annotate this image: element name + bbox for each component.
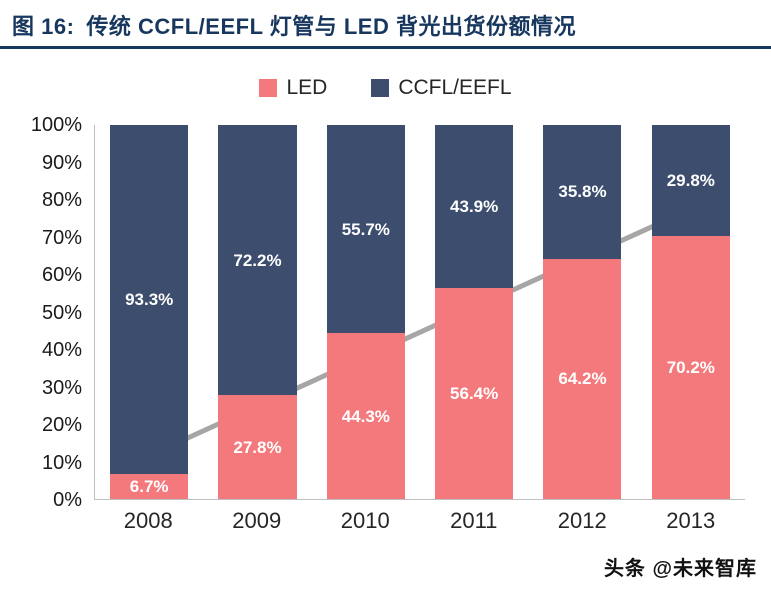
bar-segment-ccfl-eefl-2012: 35.8%	[543, 125, 622, 259]
bar-value-label-ccfl-eefl-2009: 72.2%	[233, 250, 282, 270]
x-axis-label-2009: 2009	[232, 508, 282, 533]
bar-segment-led-2008: 6.7%	[110, 473, 189, 499]
bar-column-2009: 27.8% 72.2%	[203, 125, 311, 499]
x-axis-label-2010: 2010	[340, 508, 390, 533]
watermark: 头条 @未来智库	[603, 558, 757, 580]
title-divider	[0, 46, 771, 49]
stacked-bar-2008: 6.7% 93.3%	[110, 125, 189, 499]
x-axis-spacer	[14, 508, 94, 534]
bar-segment-ccfl-eefl-2009: 72.2%	[218, 125, 297, 396]
stacked-bar-2012: 64.2% 35.8%	[543, 125, 622, 499]
bar-value-label-led-2013: 70.2%	[666, 358, 715, 378]
y-axis-tick-100: 100%	[30, 114, 82, 136]
y-axis-tick-50: 50%	[41, 301, 82, 324]
bar-value-label-led-2008: 6.7%	[129, 476, 169, 496]
x-axis: 2008 2009 2010 2011 2012 2013	[94, 508, 745, 534]
page-title: 传统 CCFL/EEFL 灯管与 LED 背光出货份额情况	[86, 14, 576, 39]
bar-value-label-ccfl-eefl-2011: 43.9%	[450, 197, 499, 217]
figure-header: 图 16: 传统 CCFL/EEFL 灯管与 LED 背光出货份额情况	[0, 0, 771, 46]
y-axis-tick-60: 60%	[41, 264, 82, 286]
bar-segment-ccfl-eefl-2010: 55.7%	[326, 125, 405, 334]
bar-column-2013: 70.2% 29.8%	[637, 125, 745, 499]
legend-label: CCFL/EEFL	[398, 76, 512, 99]
chart-legend: LED CCFL/EEFL	[0, 75, 771, 101]
bar-column-2010: 44.3% 55.7%	[312, 125, 420, 499]
bar-segment-led-2010: 44.3%	[326, 333, 405, 499]
legend-swatch-led	[259, 79, 278, 97]
bar-value-label-ccfl-eefl-2008: 93.3%	[125, 289, 174, 309]
y-axis-tick-0: 0%	[53, 489, 82, 511]
bar-segment-ccfl-eefl-2011: 43.9%	[435, 125, 514, 289]
y-axis-tick-20: 20%	[41, 414, 82, 436]
x-axis-row: 2008 2009 2010 2011 2012 2013	[0, 508, 771, 534]
figure-number: 图 16:	[12, 14, 75, 39]
bar-value-label-ccfl-eefl-2010: 55.7%	[341, 219, 390, 239]
bar-segment-led-2009: 27.8%	[218, 395, 297, 499]
stacked-bar-2011: 56.4% 43.9%	[435, 125, 514, 499]
stacked-bar-2010: 44.3% 55.7%	[326, 125, 405, 499]
bar-segment-led-2011: 56.4%	[435, 288, 514, 499]
legend-swatch-ccfl-eefl	[371, 79, 390, 97]
plot-area: 6.7% 93.3% 27.8% 72.2% 44.3% 55.7% 56.4% 43.9% 6…	[94, 125, 745, 500]
x-axis-label-2013: 2013	[666, 508, 716, 533]
bar-segment-led-2013: 70.2%	[651, 236, 730, 499]
chart-area: 0% 10% 20% 30% 40% 50% 60% 70% 80% 90% 100% 6.7% 93…	[0, 115, 771, 510]
bar-column-2011: 56.4% 43.9%	[420, 125, 528, 499]
x-axis-label-2011: 2011	[450, 508, 498, 533]
y-axis-tick-30: 30%	[41, 376, 82, 399]
y-axis-tick-70: 70%	[41, 226, 82, 249]
bar-segment-ccfl-eefl-2008: 93.3%	[110, 125, 189, 474]
bar-value-label-led-2010: 44.3%	[341, 406, 390, 426]
y-axis-tick-10: 10%	[41, 451, 82, 474]
y-axis: 0% 10% 20% 30% 40% 50% 60% 70% 80% 90% 100%	[14, 115, 94, 510]
x-axis-label-2008: 2008	[123, 508, 173, 533]
bar-value-label-led-2012: 64.2%	[558, 369, 607, 389]
bar-segment-led-2012: 64.2%	[543, 258, 622, 499]
y-axis-tick-90: 90%	[41, 151, 82, 174]
bar-value-label-led-2009: 27.8%	[233, 437, 282, 457]
bar-column-2012: 64.2% 35.8%	[528, 125, 636, 499]
bar-segment-ccfl-eefl-2013: 29.8%	[651, 125, 730, 237]
bar-column-2008: 6.7% 93.3%	[95, 125, 203, 499]
x-axis-label-2012: 2012	[557, 508, 607, 533]
bar-value-label-ccfl-eefl-2012: 35.8%	[558, 182, 607, 202]
legend-item-led: LED	[259, 76, 327, 100]
bar-value-label-led-2011: 56.4%	[450, 384, 499, 404]
bar-value-label-ccfl-eefl-2013: 29.8%	[666, 171, 715, 191]
y-axis-tick-40: 40%	[41, 339, 82, 361]
stacked-bar-2009: 27.8% 72.2%	[218, 125, 297, 499]
legend-item-ccfl-eefl: CCFL/EEFL	[371, 76, 512, 100]
legend-label: LED	[286, 76, 328, 99]
y-axis-tick-80: 80%	[41, 189, 82, 211]
stacked-bar-2013: 70.2% 29.8%	[651, 125, 730, 499]
